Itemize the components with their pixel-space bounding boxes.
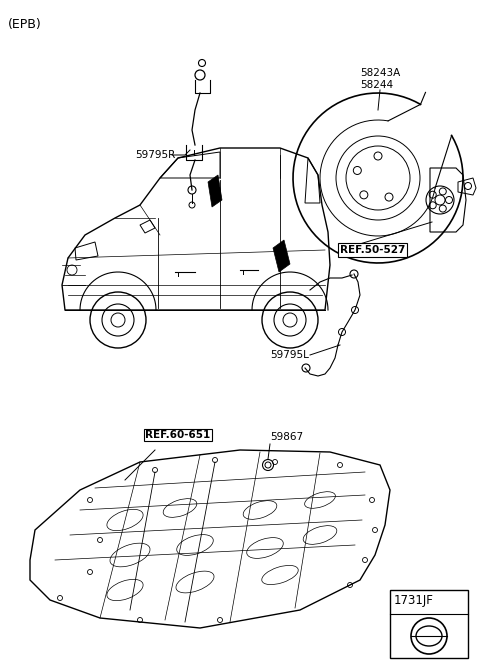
Text: 1731JF: 1731JF — [394, 594, 434, 607]
Polygon shape — [273, 240, 290, 272]
Text: 59867: 59867 — [270, 432, 303, 442]
Text: 58244: 58244 — [360, 80, 393, 90]
Text: REF.60-651: REF.60-651 — [145, 430, 210, 440]
Bar — [390, 590, 468, 658]
Text: 59795L: 59795L — [270, 350, 309, 360]
Text: REF.50-527: REF.50-527 — [340, 245, 406, 255]
Text: (EPB): (EPB) — [8, 18, 42, 31]
Polygon shape — [208, 175, 222, 207]
Text: 59795R: 59795R — [135, 150, 175, 160]
Text: 58243A: 58243A — [360, 68, 400, 78]
